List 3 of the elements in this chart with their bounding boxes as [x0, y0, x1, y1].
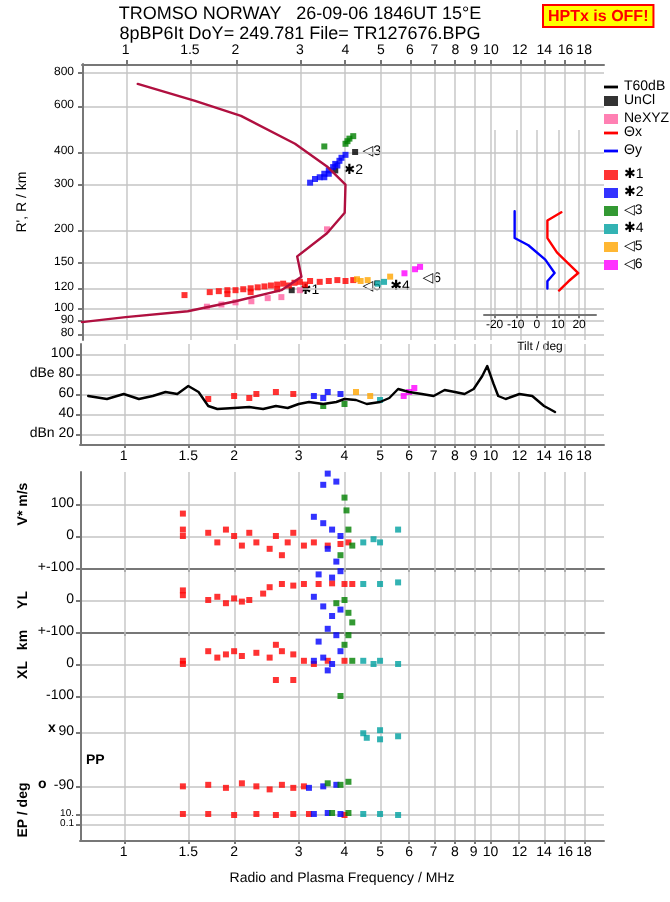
text: HPTx is OFF! — [548, 7, 649, 25]
chart-subtitle: 8pBP6It DoY= 249.781 File= TR127676.BPG — [119, 23, 481, 43]
chart-title: TROMSO NORWAY 26-09-06 1846UT 15°E — [118, 3, 482, 23]
